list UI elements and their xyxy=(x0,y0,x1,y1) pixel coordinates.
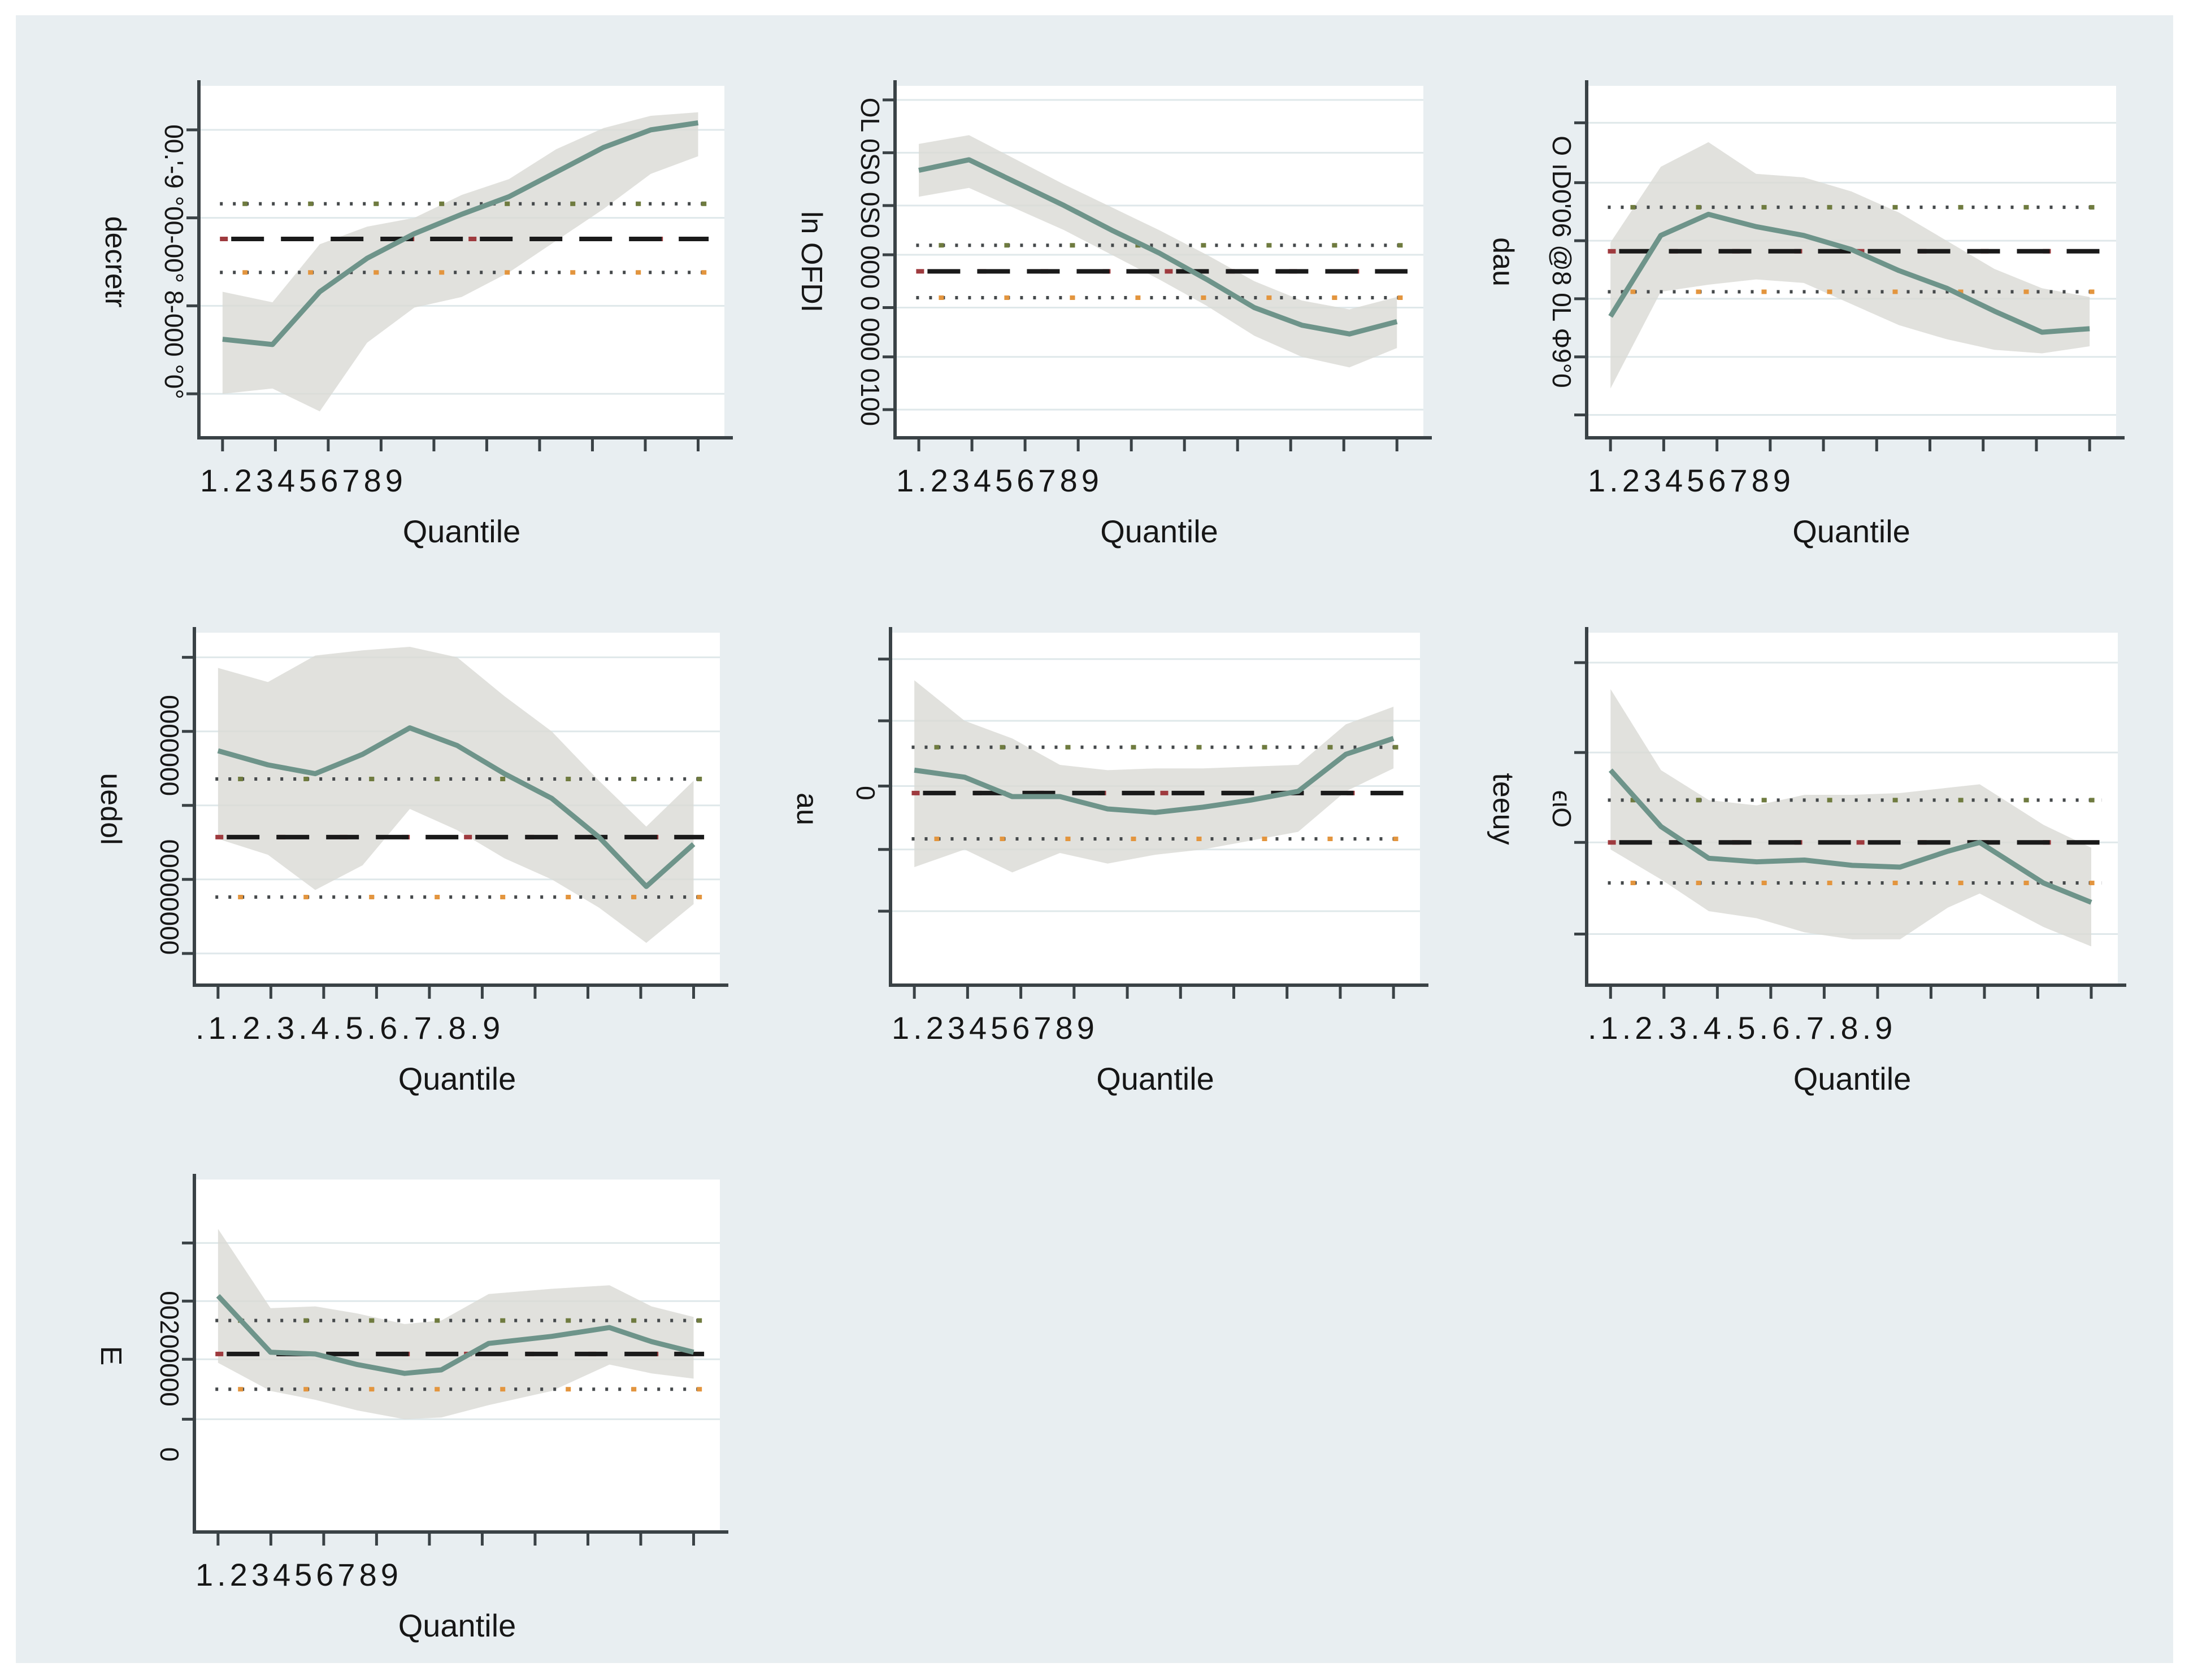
x-tick-labels: 1.23456789 xyxy=(200,463,407,498)
subplot-dau: O ıD0'06 @8 0L Φ9°0 dau 1.23456789 Quantile xyxy=(1445,69,2139,568)
chart-svg-decretr: 00.'-9 °00-00° 8-000 °0° decretr 1.2345678… xyxy=(99,80,733,549)
y-tick-labels: O ıD0'06 @8 0L Φ9°0 xyxy=(1547,136,1576,388)
chart-svg-uedol: 000000000000000uedol.1.2.3.4.5.6.7.8.9Qu… xyxy=(94,627,728,1096)
y-tick-labels: 00200000 xyxy=(155,1291,184,1407)
coefficient-line xyxy=(1608,211,2090,335)
x-tick-labels: 1.23456789 xyxy=(196,1557,402,1592)
y-tick-labels: 00000000 xyxy=(155,839,184,955)
y-axis-label: E xyxy=(94,1346,127,1366)
y-axis-label: uedol xyxy=(94,773,127,845)
y-tick-labels: ϵιO xyxy=(1547,790,1576,828)
y-tick-labels: 00.'-9 °00-00° 8-000 °0° xyxy=(159,124,189,399)
subplot-decretr: 00.'-9 °00-00° 8-000 °0° decretr 1.2345678… xyxy=(58,69,747,568)
ci-band xyxy=(222,112,698,412)
coefficient-line xyxy=(918,157,1398,337)
chart-svg-ln-ofdi: OL 0S0 0S0 000 0 000 0100 ln OFDI 1.234567… xyxy=(795,80,1432,549)
x-axis-label: Quantile xyxy=(1792,513,1910,549)
coefficient-line xyxy=(217,725,696,889)
coefficient-line xyxy=(914,735,1395,815)
y-tick-labels: 0 xyxy=(155,1447,184,1462)
x-axis-label: Quantile xyxy=(398,1061,516,1096)
y-tick-labels: 0 xyxy=(851,786,880,800)
coefficient-line xyxy=(1608,768,2092,905)
x-tick-labels: 1.23456789 xyxy=(1588,463,1795,498)
ci-band xyxy=(218,1229,694,1420)
ci-band xyxy=(914,680,1394,873)
x-axis-label: Quantile xyxy=(1793,1061,1912,1096)
y-axis-label: ln OFDI xyxy=(795,211,828,312)
y-tick-labels: 0000000 xyxy=(155,695,184,796)
x-tick-labels: .1.2.3.4.5.6.7.8.9 xyxy=(196,1010,504,1046)
ci-band xyxy=(218,646,694,943)
y-axis-label: decretr xyxy=(99,216,132,308)
subplot-teeuy: ϵιO teeuy .1.2.3.4.5.6.7.8.9 Quantile xyxy=(1445,616,2140,1115)
y-axis-label: au xyxy=(791,793,823,825)
subplot-uedol: 0000000 00000000 uedol .1.2.3.4.5.6.7.8.9 Qu… xyxy=(53,616,742,1115)
y-axis-label: dau xyxy=(1487,237,1519,286)
x-tick-labels: 1.23456789 xyxy=(896,463,1103,498)
y-tick-labels: OL 0S0 0S0 000 0 000 0100 xyxy=(855,98,885,426)
x-axis-label: Quantile xyxy=(398,1608,516,1643)
x-axis-label: Quantile xyxy=(1096,1061,1214,1096)
subplot-au: 0 au 1.23456789 Quantile xyxy=(749,616,1443,1115)
x-axis-label: Quantile xyxy=(1100,513,1218,549)
subplot-ln-ofdi: OL 0S0 0S0 000 0 000 0100 ln OFDI 1.234567… xyxy=(754,69,1446,568)
x-tick-labels: .1.2.3.4.5.6.7.8.9 xyxy=(1588,1010,1896,1046)
ci-band xyxy=(1610,142,2090,389)
chart-svg-au: 0 au 1.23456789 Quantile xyxy=(791,627,1428,1096)
coefficient-line xyxy=(216,1294,694,1376)
x-axis-label: Quantile xyxy=(403,513,521,549)
ci-band xyxy=(1610,689,2091,947)
x-tick-labels: 1.23456789 xyxy=(892,1010,1098,1046)
chart-svg-teeuy: ϵιO teeuy .1.2.3.4.5.6.7.8.9 Quantile xyxy=(1487,627,2126,1096)
y-axis-label: teeuy xyxy=(1487,773,1519,845)
chart-svg-e: 00200000 0 E 1.23456789 Quantile xyxy=(94,1174,728,1643)
chart-svg-dau: O ıD0'06 @8 0L Φ9°0 dau 1.23456789 Quantile xyxy=(1487,80,2125,549)
coefficient-line xyxy=(222,120,699,347)
subplot-e: 00200000 0 E 1.23456789 Quantile xyxy=(53,1163,742,1662)
